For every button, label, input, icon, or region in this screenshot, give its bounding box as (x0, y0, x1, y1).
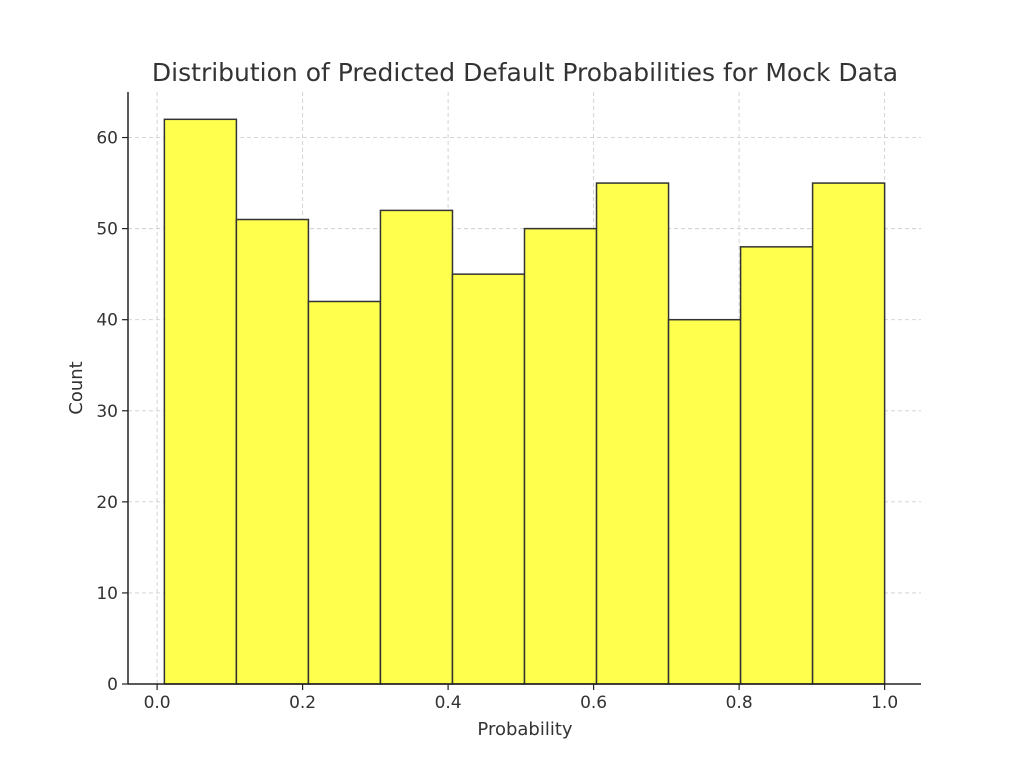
y-axis-label: Count (66, 361, 87, 414)
x-tick-label: 0.2 (289, 693, 316, 713)
x-tick-label: 0.6 (580, 693, 607, 713)
chart-title: Distribution of Predicted Default Probab… (152, 58, 898, 87)
y-tick-label: 40 (96, 311, 118, 331)
y-tick-label: 10 (96, 584, 118, 604)
histogram-bar-8 (739, 246, 814, 685)
axes-layer: 0.0 0.2 0.4 0.6 0.8 1.0 0 10 20 30 40 50 60 (96, 92, 921, 713)
histogram-bar-4 (451, 273, 526, 685)
y-tick-label: 30 (96, 402, 118, 422)
x-tick-label: 0.0 (144, 693, 171, 713)
histogram-bar-1 (235, 218, 310, 685)
histogram-bar-2 (307, 300, 382, 685)
histogram-bar-9 (811, 182, 886, 685)
histogram-bar-5 (523, 227, 598, 685)
x-axis-label: Probability (477, 719, 572, 740)
x-tick-label: 0.8 (726, 693, 753, 713)
histogram-bar-3 (379, 209, 454, 685)
x-tick-label: 1.0 (871, 693, 898, 713)
y-tick-label: 20 (96, 493, 118, 513)
x-tick-label: 0.4 (435, 693, 462, 713)
y-tick-label: 60 (96, 129, 118, 149)
y-tick-label: 0 (107, 675, 118, 695)
histogram-bar-6 (595, 182, 670, 685)
histogram-bar-7 (667, 318, 742, 685)
bars-layer (163, 118, 886, 685)
histogram-bar-0 (163, 118, 238, 685)
y-tick-label: 50 (96, 220, 118, 240)
